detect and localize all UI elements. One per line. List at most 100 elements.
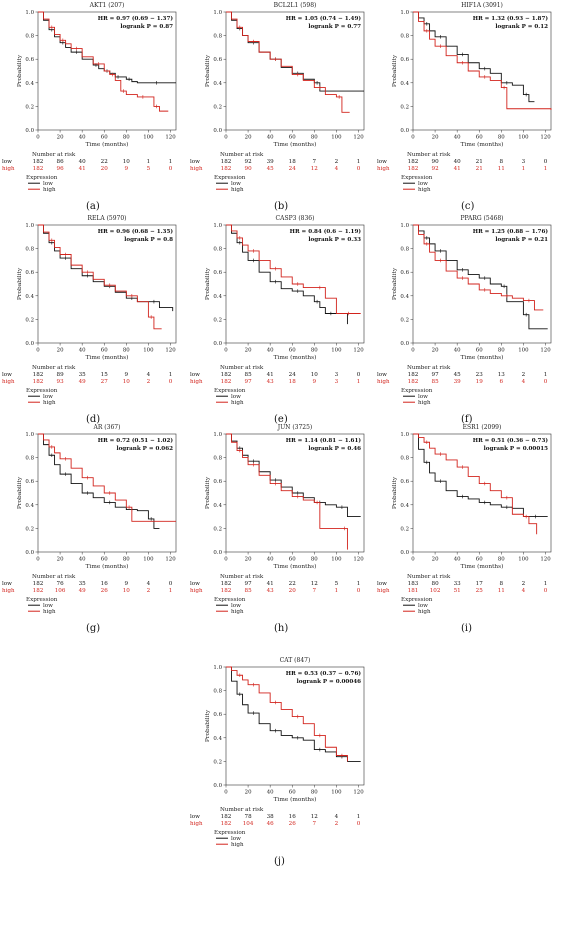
risk-value-high: 20 <box>289 588 297 594</box>
risk-value-high: 46 <box>267 821 275 827</box>
risk-value-high: 41 <box>79 166 86 172</box>
panel-title: BCL2L1 (598) <box>274 2 317 9</box>
x-tick-label: 20 <box>245 557 252 563</box>
risk-value-high: 49 <box>79 379 87 385</box>
x-tick-label: 80 <box>311 348 318 354</box>
y-tick-label: 0.8 <box>213 689 222 695</box>
x-tick-label: 60 <box>289 790 296 796</box>
logrank-text: logrank P = 0.87 <box>120 24 173 30</box>
risk-value-low: 38 <box>267 814 275 820</box>
risk-value-low: 182 <box>33 581 44 587</box>
risk-value-high: 92 <box>432 166 440 172</box>
risk-value-high: 11 <box>498 166 505 172</box>
risk-value-low: 1 <box>357 814 361 820</box>
x-tick-label: 40 <box>454 348 461 354</box>
risk-value-low: 1 <box>147 159 151 165</box>
risk-row-label-low: low <box>190 159 200 165</box>
legend-title: Expression <box>26 388 58 394</box>
x-tick-label: 40 <box>79 135 86 141</box>
x-tick-label: 0 <box>411 348 415 354</box>
x-tick-label: 0 <box>36 557 40 563</box>
x-tick-label: 100 <box>143 557 154 563</box>
risk-value-low: 15 <box>101 372 109 378</box>
risk-value-high: 97 <box>245 379 253 385</box>
risk-table-title: Number at risk <box>220 365 264 371</box>
hr-text: HR = 0.53 (0.37 − 0.76) <box>286 670 362 677</box>
y-tick-label: 1.0 <box>400 432 409 438</box>
y-tick-label: 0.2 <box>400 317 409 323</box>
y-tick-label: 0.0 <box>400 341 409 347</box>
y-tick-label: 1.0 <box>400 10 409 16</box>
risk-value-high: 5 <box>147 166 151 172</box>
legend-label-low: low <box>43 181 53 187</box>
y-tick-label: 0.6 <box>213 57 222 63</box>
y-tick-label: 1.0 <box>25 223 34 229</box>
x-tick-label: 40 <box>79 348 86 354</box>
risk-row-label-low: low <box>2 581 12 587</box>
risk-value-high: 51 <box>454 588 461 594</box>
y-axis-label: Probability <box>17 54 23 87</box>
x-tick-label: 80 <box>498 135 505 141</box>
x-tick-label: 80 <box>123 135 130 141</box>
logrank-text: logrank P = 0.33 <box>308 237 361 243</box>
risk-value-high: 182 <box>33 379 44 385</box>
legend-label-low: low <box>231 603 241 609</box>
risk-value-high: 9 <box>125 166 129 172</box>
y-axis-label: Probability <box>392 54 398 87</box>
risk-value-high: 182 <box>221 821 232 827</box>
risk-value-low: 182 <box>221 814 232 820</box>
x-tick-label: 80 <box>123 348 130 354</box>
risk-value-low: 4 <box>335 814 339 820</box>
risk-value-low: 76 <box>57 581 65 587</box>
x-tick-label: 120 <box>165 348 176 354</box>
risk-value-high: 0 <box>169 379 173 385</box>
risk-value-low: 182 <box>221 372 232 378</box>
hr-text: HR = 0.51 (0.36 − 0.73) <box>473 437 549 444</box>
risk-value-low: 0 <box>544 159 548 165</box>
y-axis-label: Probability <box>205 267 211 300</box>
risk-value-low: 13 <box>498 372 506 378</box>
y-tick-label: 0.4 <box>213 294 222 300</box>
risk-value-high: 1 <box>335 588 339 594</box>
y-axis-label: Probability <box>17 476 23 509</box>
y-tick-label: 0.8 <box>25 34 34 40</box>
legend-label-low: low <box>418 181 428 187</box>
plot-frame <box>37 433 177 553</box>
x-tick-label: 40 <box>454 557 461 563</box>
logrank-text: logrank P = 0.12 <box>495 24 548 30</box>
risk-value-low: 41 <box>267 372 274 378</box>
panel-title: PPARG (5468) <box>460 215 503 222</box>
risk-value-low: 35 <box>79 581 87 587</box>
x-axis-label: Time (months) <box>86 354 129 361</box>
risk-value-high: 1 <box>357 379 361 385</box>
risk-value-low: 0 <box>357 372 361 378</box>
x-tick-label: 0 <box>224 348 228 354</box>
x-tick-label: 20 <box>432 135 439 141</box>
risk-value-low: 86 <box>57 159 65 165</box>
risk-table-title: Number at risk <box>407 574 451 580</box>
risk-value-high: 11 <box>498 588 505 594</box>
y-tick-label: 1.0 <box>213 10 222 16</box>
risk-row-label-low: low <box>190 372 200 378</box>
y-tick-label: 0.4 <box>213 81 222 87</box>
y-tick-label: 0.0 <box>25 128 34 134</box>
km-curve-high <box>226 666 348 762</box>
x-tick-label: 100 <box>143 135 154 141</box>
y-tick-label: 0.0 <box>400 550 409 556</box>
risk-row-label-low: low <box>377 372 387 378</box>
logrank-text: logrank P = 0.062 <box>116 446 173 452</box>
x-tick-label: 120 <box>540 557 551 563</box>
risk-value-low: 16 <box>101 581 109 587</box>
panel-letter: (c) <box>461 201 475 212</box>
risk-row-label-high: high <box>190 379 203 385</box>
risk-value-high: 90 <box>245 166 253 172</box>
risk-value-high: 1 <box>169 588 173 594</box>
x-tick-label: 40 <box>267 348 274 354</box>
risk-value-high: 102 <box>430 588 441 594</box>
risk-value-high: 21 <box>476 166 483 172</box>
panel-title: JUN (3725) <box>277 424 313 431</box>
plot-frame <box>412 224 552 344</box>
x-tick-label: 40 <box>267 557 274 563</box>
risk-value-low: 24 <box>289 372 297 378</box>
legend-label-high: high <box>43 609 56 615</box>
